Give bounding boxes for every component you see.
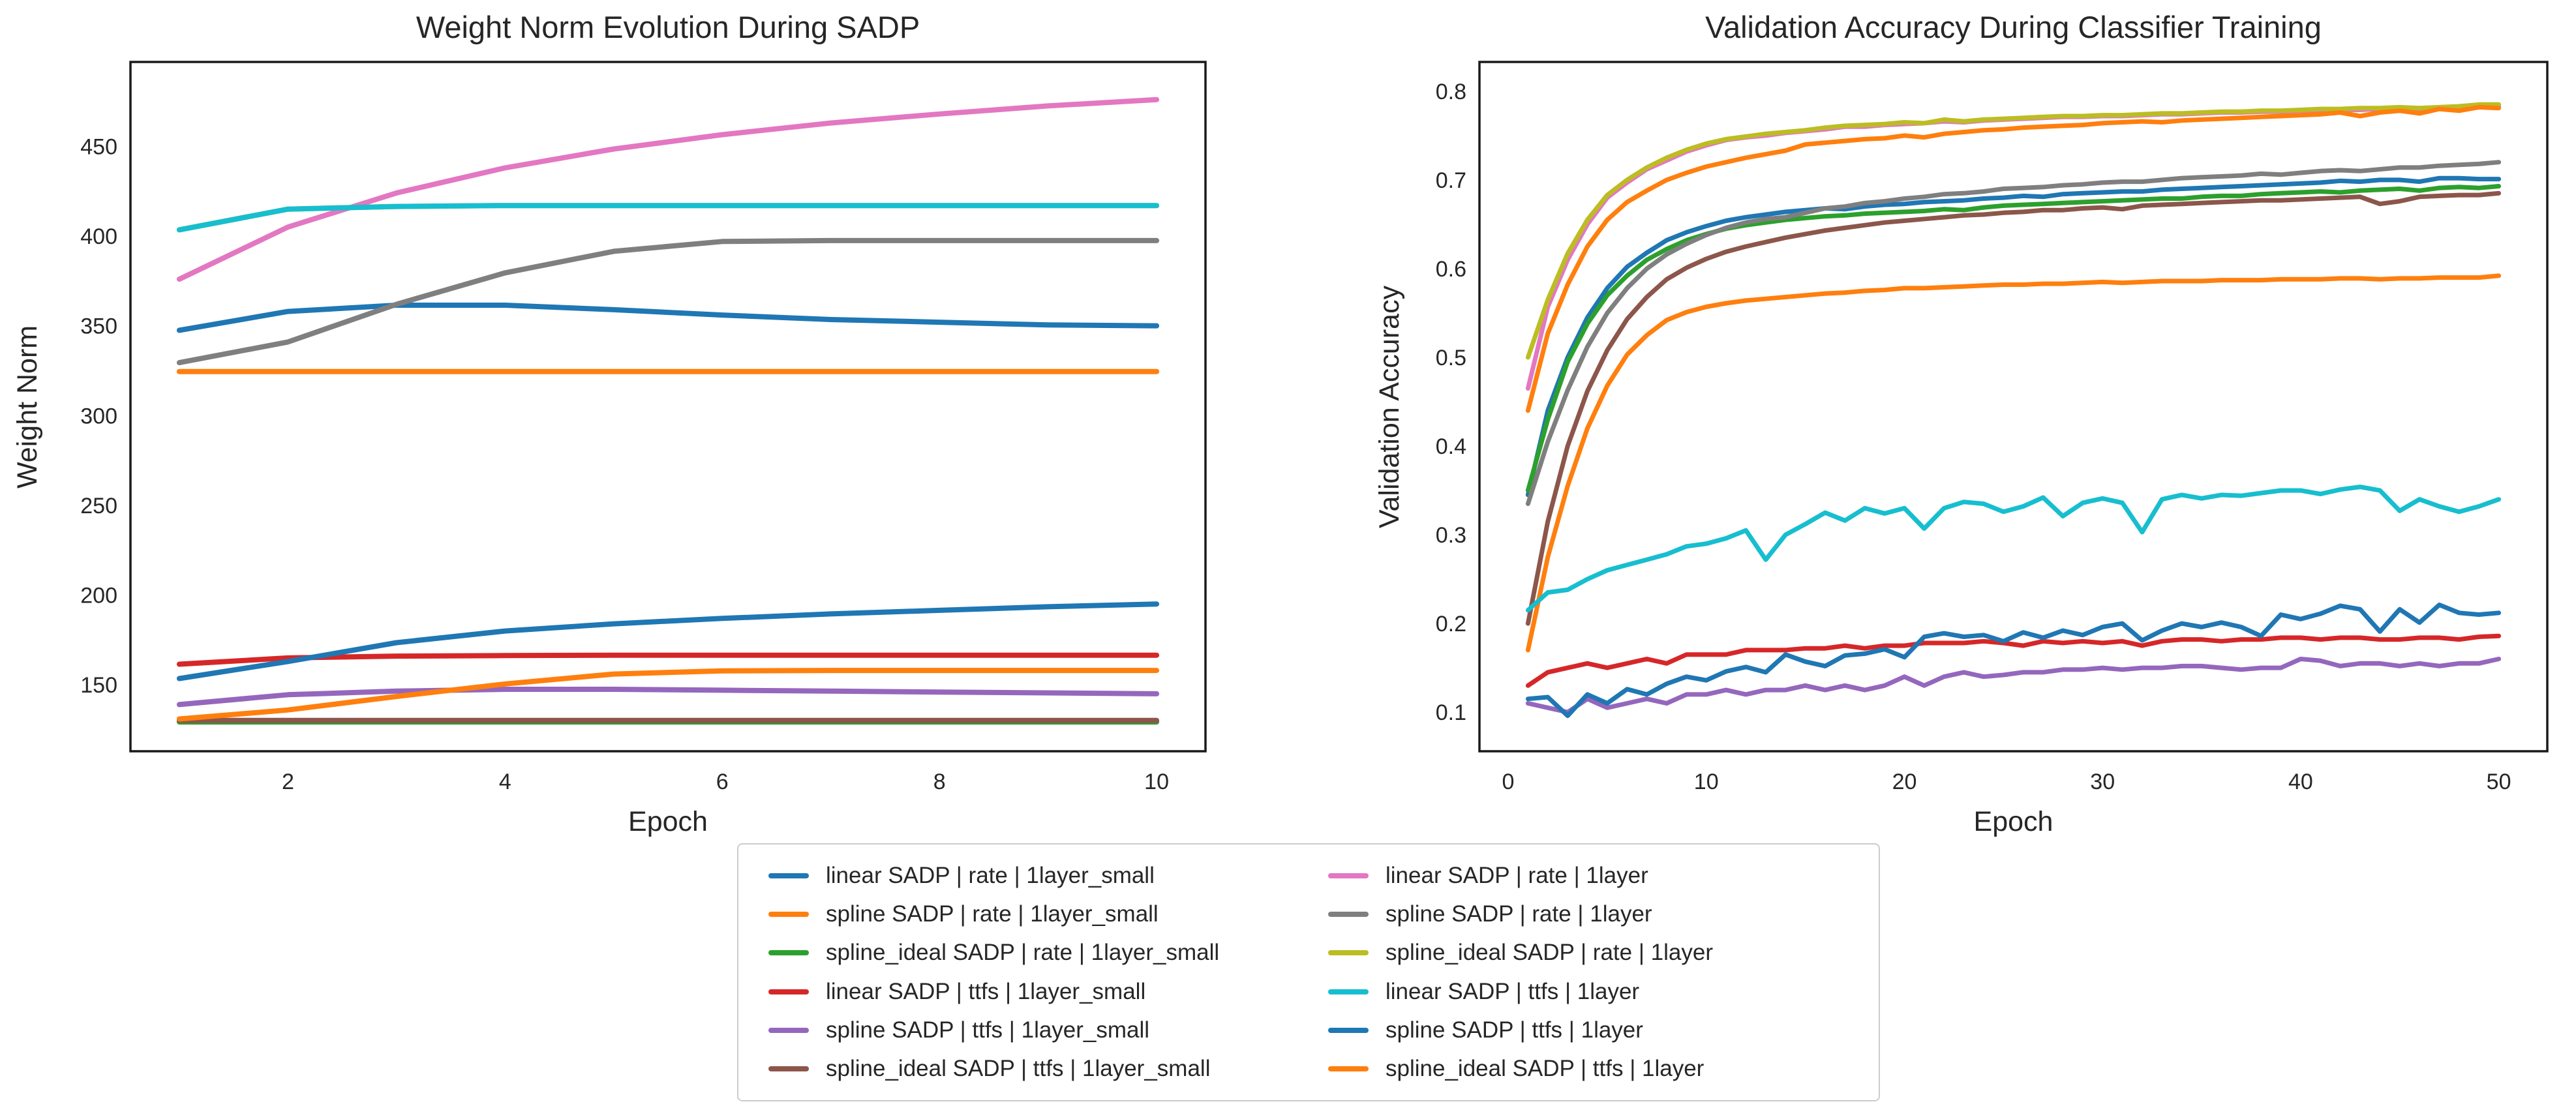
legend-label: spline_ideal SADP | ttfs | 1layer xyxy=(1386,1056,1705,1082)
legend-color-swatch xyxy=(768,911,809,917)
right-x-tick-label: 10 xyxy=(1694,770,1719,794)
right-y-tick-label: 0.8 xyxy=(1436,80,1466,104)
left-series-line-0 xyxy=(176,303,1160,333)
legend-label: spline_ideal SADP | ttfs | 1layer_small xyxy=(826,1056,1211,1082)
right-y-tick-label: 0.1 xyxy=(1436,700,1466,725)
left-y-tick-label: 300 xyxy=(80,404,117,428)
right-series-line-9 xyxy=(1525,485,2502,613)
left-x-tick-label: 6 xyxy=(716,770,729,794)
left-x-tick-label: 4 xyxy=(499,770,511,794)
legend-item: linear SADP | rate | 1layer xyxy=(1328,856,1849,895)
legend-item: spline SADP | ttfs | 1layer xyxy=(1328,1011,1849,1049)
legend-color-swatch xyxy=(768,1027,809,1033)
legend-color-swatch xyxy=(1328,1027,1369,1033)
legend-color-swatch xyxy=(1328,911,1369,917)
legend-color-swatch xyxy=(1328,989,1369,994)
right-x-tick-label: 0 xyxy=(1502,770,1515,794)
left-x-tick-label: 8 xyxy=(933,770,946,794)
right-series-line-1 xyxy=(1525,273,2502,653)
left-series-line-10 xyxy=(176,601,1160,681)
legend-item: spline SADP | rate | 1layer xyxy=(1328,895,1849,933)
legend-item: spline_ideal SADP | ttfs | 1layer_small xyxy=(768,1050,1289,1088)
right-x-tick-label: 40 xyxy=(2288,770,2313,794)
left-x-axis-label: Epoch xyxy=(628,806,708,837)
left-y-tick-label: 350 xyxy=(80,314,117,339)
legend-label: spline_ideal SADP | rate | 1layer xyxy=(1386,940,1713,966)
right-series-line-10 xyxy=(1525,603,2502,719)
legend-item: spline_ideal SADP | ttfs | 1layer xyxy=(1328,1050,1849,1088)
legend-color-swatch xyxy=(1328,873,1369,878)
legend-item: linear SADP | ttfs | 1layer xyxy=(1328,972,1849,1011)
right-chart-title: Validation Accuracy During Classifier Tr… xyxy=(1705,10,2322,44)
right-series-line-4 xyxy=(1525,657,2502,715)
left-series-line-9 xyxy=(176,203,1160,233)
right-y-tick-label: 0.5 xyxy=(1436,346,1466,370)
legend-label: spline SADP | rate | 1layer xyxy=(1386,901,1652,927)
right-y-axis-label: Validation Accuracy xyxy=(1374,285,1405,528)
left-chart-title: Weight Norm Evolution During SADP xyxy=(416,10,920,44)
right-series-line-0 xyxy=(1525,175,2502,498)
legend-label: spline SADP | rate | 1layer_small xyxy=(826,901,1159,927)
left-series-line-11 xyxy=(176,668,1160,722)
left-series-line-3 xyxy=(176,652,1160,667)
legend-item: spline SADP | ttfs | 1layer_small xyxy=(768,1011,1289,1049)
right-y-tick-label: 0.4 xyxy=(1436,434,1466,459)
legend-item: spline_ideal SADP | rate | 1layer_small xyxy=(768,934,1289,972)
left-y-tick-label: 250 xyxy=(80,494,117,518)
legend-item: spline SADP | rate | 1layer_small xyxy=(768,895,1289,933)
right-y-tick-label: 0.2 xyxy=(1436,612,1466,636)
right-x-tick-label: 30 xyxy=(2090,770,2115,794)
legend-label: spline_ideal SADP | rate | 1layer_small xyxy=(826,940,1220,966)
right-x-axis-label: Epoch xyxy=(1973,806,2053,837)
legend-color-swatch xyxy=(1328,1066,1369,1072)
legend-item: linear SADP | rate | 1layer_small xyxy=(768,856,1289,895)
legend-label: linear SADP | ttfs | 1layer xyxy=(1386,978,1640,1004)
legend-item: linear SADP | ttfs | 1layer_small xyxy=(768,972,1289,1011)
legend-color-swatch xyxy=(768,950,809,956)
right-x-tick-label: 50 xyxy=(2487,770,2511,794)
left-y-axis-label: Weight Norm xyxy=(12,325,43,488)
left-y-tick-label: 200 xyxy=(80,584,117,608)
left-series-line-7 xyxy=(176,237,1160,366)
right-y-tick-label: 0.7 xyxy=(1436,168,1466,193)
legend-label: linear SADP | rate | 1layer xyxy=(1386,862,1648,888)
right-series-line-5 xyxy=(1525,190,2502,626)
right-series-line-2 xyxy=(1525,184,2502,493)
legend-label: spline SADP | ttfs | 1layer xyxy=(1386,1017,1643,1043)
right-y-tick-label: 0.6 xyxy=(1436,257,1466,282)
left-series-line-4 xyxy=(176,687,1160,708)
right-series-line-11 xyxy=(1525,104,2502,413)
right-y-tick-label: 0.3 xyxy=(1436,523,1466,548)
legend-label: linear SADP | rate | 1layer_small xyxy=(826,862,1155,888)
right-series-line-3 xyxy=(1525,633,2502,688)
right-series-line-7 xyxy=(1525,160,2502,506)
right-plot-border xyxy=(1478,61,2549,753)
left-y-tick-label: 150 xyxy=(80,673,117,698)
left-series-line-6 xyxy=(176,97,1160,282)
left-y-tick-label: 400 xyxy=(80,224,117,249)
left-y-tick-label: 450 xyxy=(80,134,117,159)
legend-item: spline_ideal SADP | rate | 1layer xyxy=(1328,934,1849,972)
legend-color-swatch xyxy=(768,873,809,878)
legend-color-swatch xyxy=(768,1066,809,1072)
right-series-line-8 xyxy=(1525,102,2502,360)
legend-color-swatch xyxy=(1328,950,1369,956)
legend-color-swatch xyxy=(768,989,809,994)
left-x-tick-label: 2 xyxy=(282,770,294,794)
left-plot-border xyxy=(129,61,1207,753)
left-x-tick-label: 10 xyxy=(1144,770,1169,794)
legend-label: linear SADP | ttfs | 1layer_small xyxy=(826,978,1146,1004)
legend-label: spline SADP | ttfs | 1layer_small xyxy=(826,1017,1150,1043)
right-x-tick-label: 20 xyxy=(1892,770,1917,794)
